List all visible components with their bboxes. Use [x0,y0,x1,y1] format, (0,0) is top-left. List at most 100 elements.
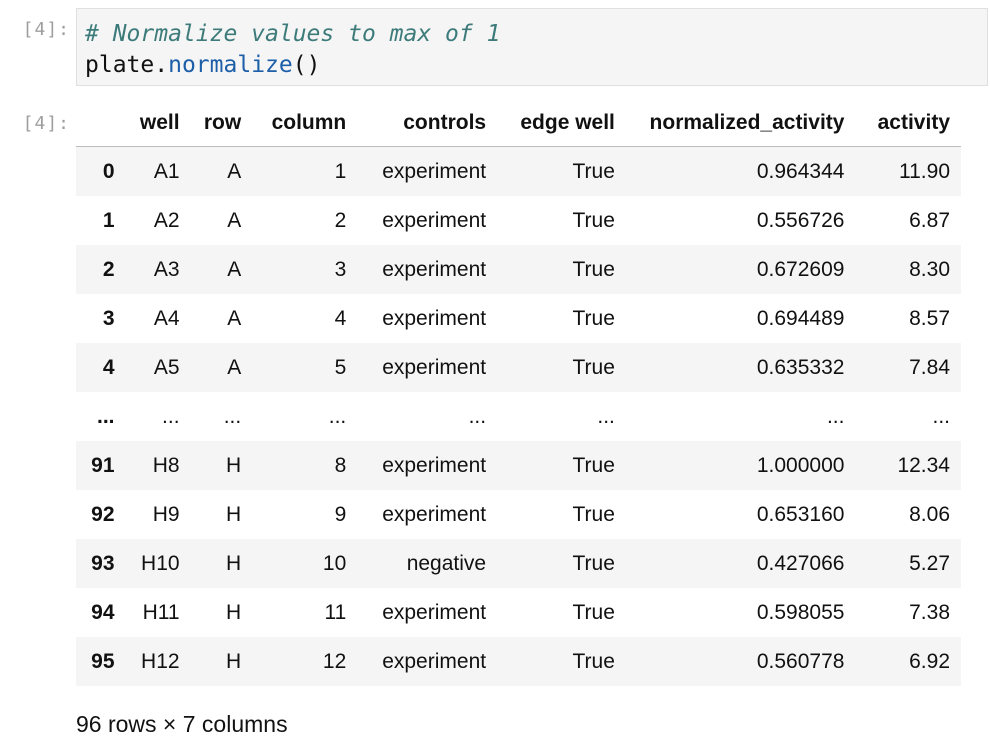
cell-well: H10 [141,551,180,575]
index-header [76,100,126,147]
cell-column: 5 [334,355,347,379]
table-row: 92 H9 H 9 experiment True 0.653160 8.06 [76,490,961,539]
cell-controls: ... [468,404,487,428]
cell-activity: 11.90 [899,159,950,183]
table-row: 4 A5 A 5 experiment True 0.635332 7.84 [76,343,961,392]
cell-column: 2 [334,208,347,232]
cell-column: ... [328,404,347,428]
cell-column: 3 [334,257,347,281]
column-header-normalized-activity: normalized_activity [625,100,856,147]
cell-normalized-activity: 0.653160 [756,502,845,526]
table-row: 2 A3 A 3 experiment True 0.672609 8.30 [76,245,961,294]
cell-normalized-activity: 0.694489 [756,306,845,330]
cell-activity: 5.27 [909,551,950,575]
row-index: 91 [91,453,115,477]
code-dot: . [154,52,169,78]
cell-normalized-activity: 0.427066 [756,551,845,575]
code-comment: # Normalize values to max of 1 [85,21,501,47]
code-editor[interactable]: # Normalize values to max of 1 plate.nor… [76,8,988,86]
cell-edge-well: True [572,649,615,673]
cell-normalized-activity: 0.556726 [756,208,845,232]
cell-row: ... [223,404,242,428]
table-header-row: well row column controls edge well norma… [76,100,961,147]
cell-edge-well: True [572,159,615,183]
cell-row: H [226,453,242,477]
cell-edge-well: True [572,257,615,281]
table-row: 1 A2 A 2 experiment True 0.556726 6.87 [76,196,961,245]
cell-well: H12 [141,649,180,673]
cell-edge-well: True [572,306,615,330]
code-parens: () [292,52,321,78]
cell-controls: experiment [382,208,487,232]
cell-activity: 6.92 [909,649,950,673]
cell-activity: 6.87 [909,208,950,232]
table-row: 93 H10 H 10 negative True 0.427066 5.27 [76,539,961,588]
cell-controls: experiment [382,600,487,624]
cell-column: 10 [322,551,347,575]
cell-edge-well: True [572,208,615,232]
cell-row: A [227,257,242,281]
cell-column: 12 [322,649,347,673]
cell-activity: 8.57 [909,306,950,330]
cell-well: A2 [153,208,180,232]
cell-column: 4 [334,306,347,330]
cell-well: A3 [153,257,180,281]
input-prompt: [4]: [22,19,70,40]
row-index: ... [97,404,115,428]
cell-edge-well: True [572,502,615,526]
dataframe-shape-text: 96 rows × 7 columns [76,711,288,737]
cell-row: A [227,306,242,330]
cell-row: H [226,600,242,624]
row-index: 1 [102,208,115,232]
row-index: 0 [102,159,115,183]
cell-controls: experiment [382,306,487,330]
cell-controls: experiment [382,502,487,526]
cell-edge-well: True [572,355,615,379]
cell-edge-well: True [572,600,615,624]
cell-edge-well: True [572,453,615,477]
row-index: 93 [91,551,115,575]
row-index: 2 [102,257,115,281]
cell-activity: 8.30 [909,257,950,281]
cell-row: H [226,649,242,673]
cell-normalized-activity: 0.672609 [756,257,845,281]
row-index: 94 [91,600,115,624]
code-method: normalize [168,52,293,78]
cell-row: H [226,502,242,526]
cell-controls: experiment [382,453,487,477]
cell-controls: experiment [382,257,487,281]
cell-activity: 7.84 [909,355,950,379]
table-row: 3 A4 A 4 experiment True 0.694489 8.57 [76,294,961,343]
cell-edge-well: ... [597,404,615,428]
cell-row: A [227,159,242,183]
column-header-edge-well: edge well [497,100,626,147]
row-index: 92 [91,502,115,526]
output-prompt: [4]: [22,113,70,134]
row-index: 95 [91,649,115,673]
cell-normalized-activity: 0.560778 [756,649,845,673]
column-header-row: row [190,100,253,147]
column-header-well: well [125,100,191,147]
cell-column: 11 [324,600,347,624]
cell-output: well row column controls edge well norma… [76,100,961,686]
cell-normalized-activity: ... [826,404,845,428]
cell-well: A1 [153,159,180,183]
cell-well: ... [162,404,180,428]
cell-activity: 7.38 [909,600,950,624]
cell-well: A4 [153,306,180,330]
cell-column: 1 [334,159,347,183]
code-object: plate [85,52,155,78]
cell-column: 8 [334,453,347,477]
column-header-controls: controls [357,100,498,147]
table-row: 94 H11 H 11 experiment True 0.598055 7.3… [76,588,961,637]
cell-well: H9 [152,502,180,526]
cell-row: A [227,208,242,232]
cell-activity: 12.34 [897,453,950,477]
column-header-column: column [252,100,358,147]
column-header-activity: activity [855,100,961,147]
table-row-ellipsis: ... ... ... ... ... ... ... ... [76,392,961,441]
cell-column: 9 [334,502,347,526]
cell-controls: experiment [382,159,487,183]
cell-activity: 8.06 [909,502,950,526]
table-row: 0 A1 A 1 experiment True 0.964344 11.90 [76,146,961,196]
